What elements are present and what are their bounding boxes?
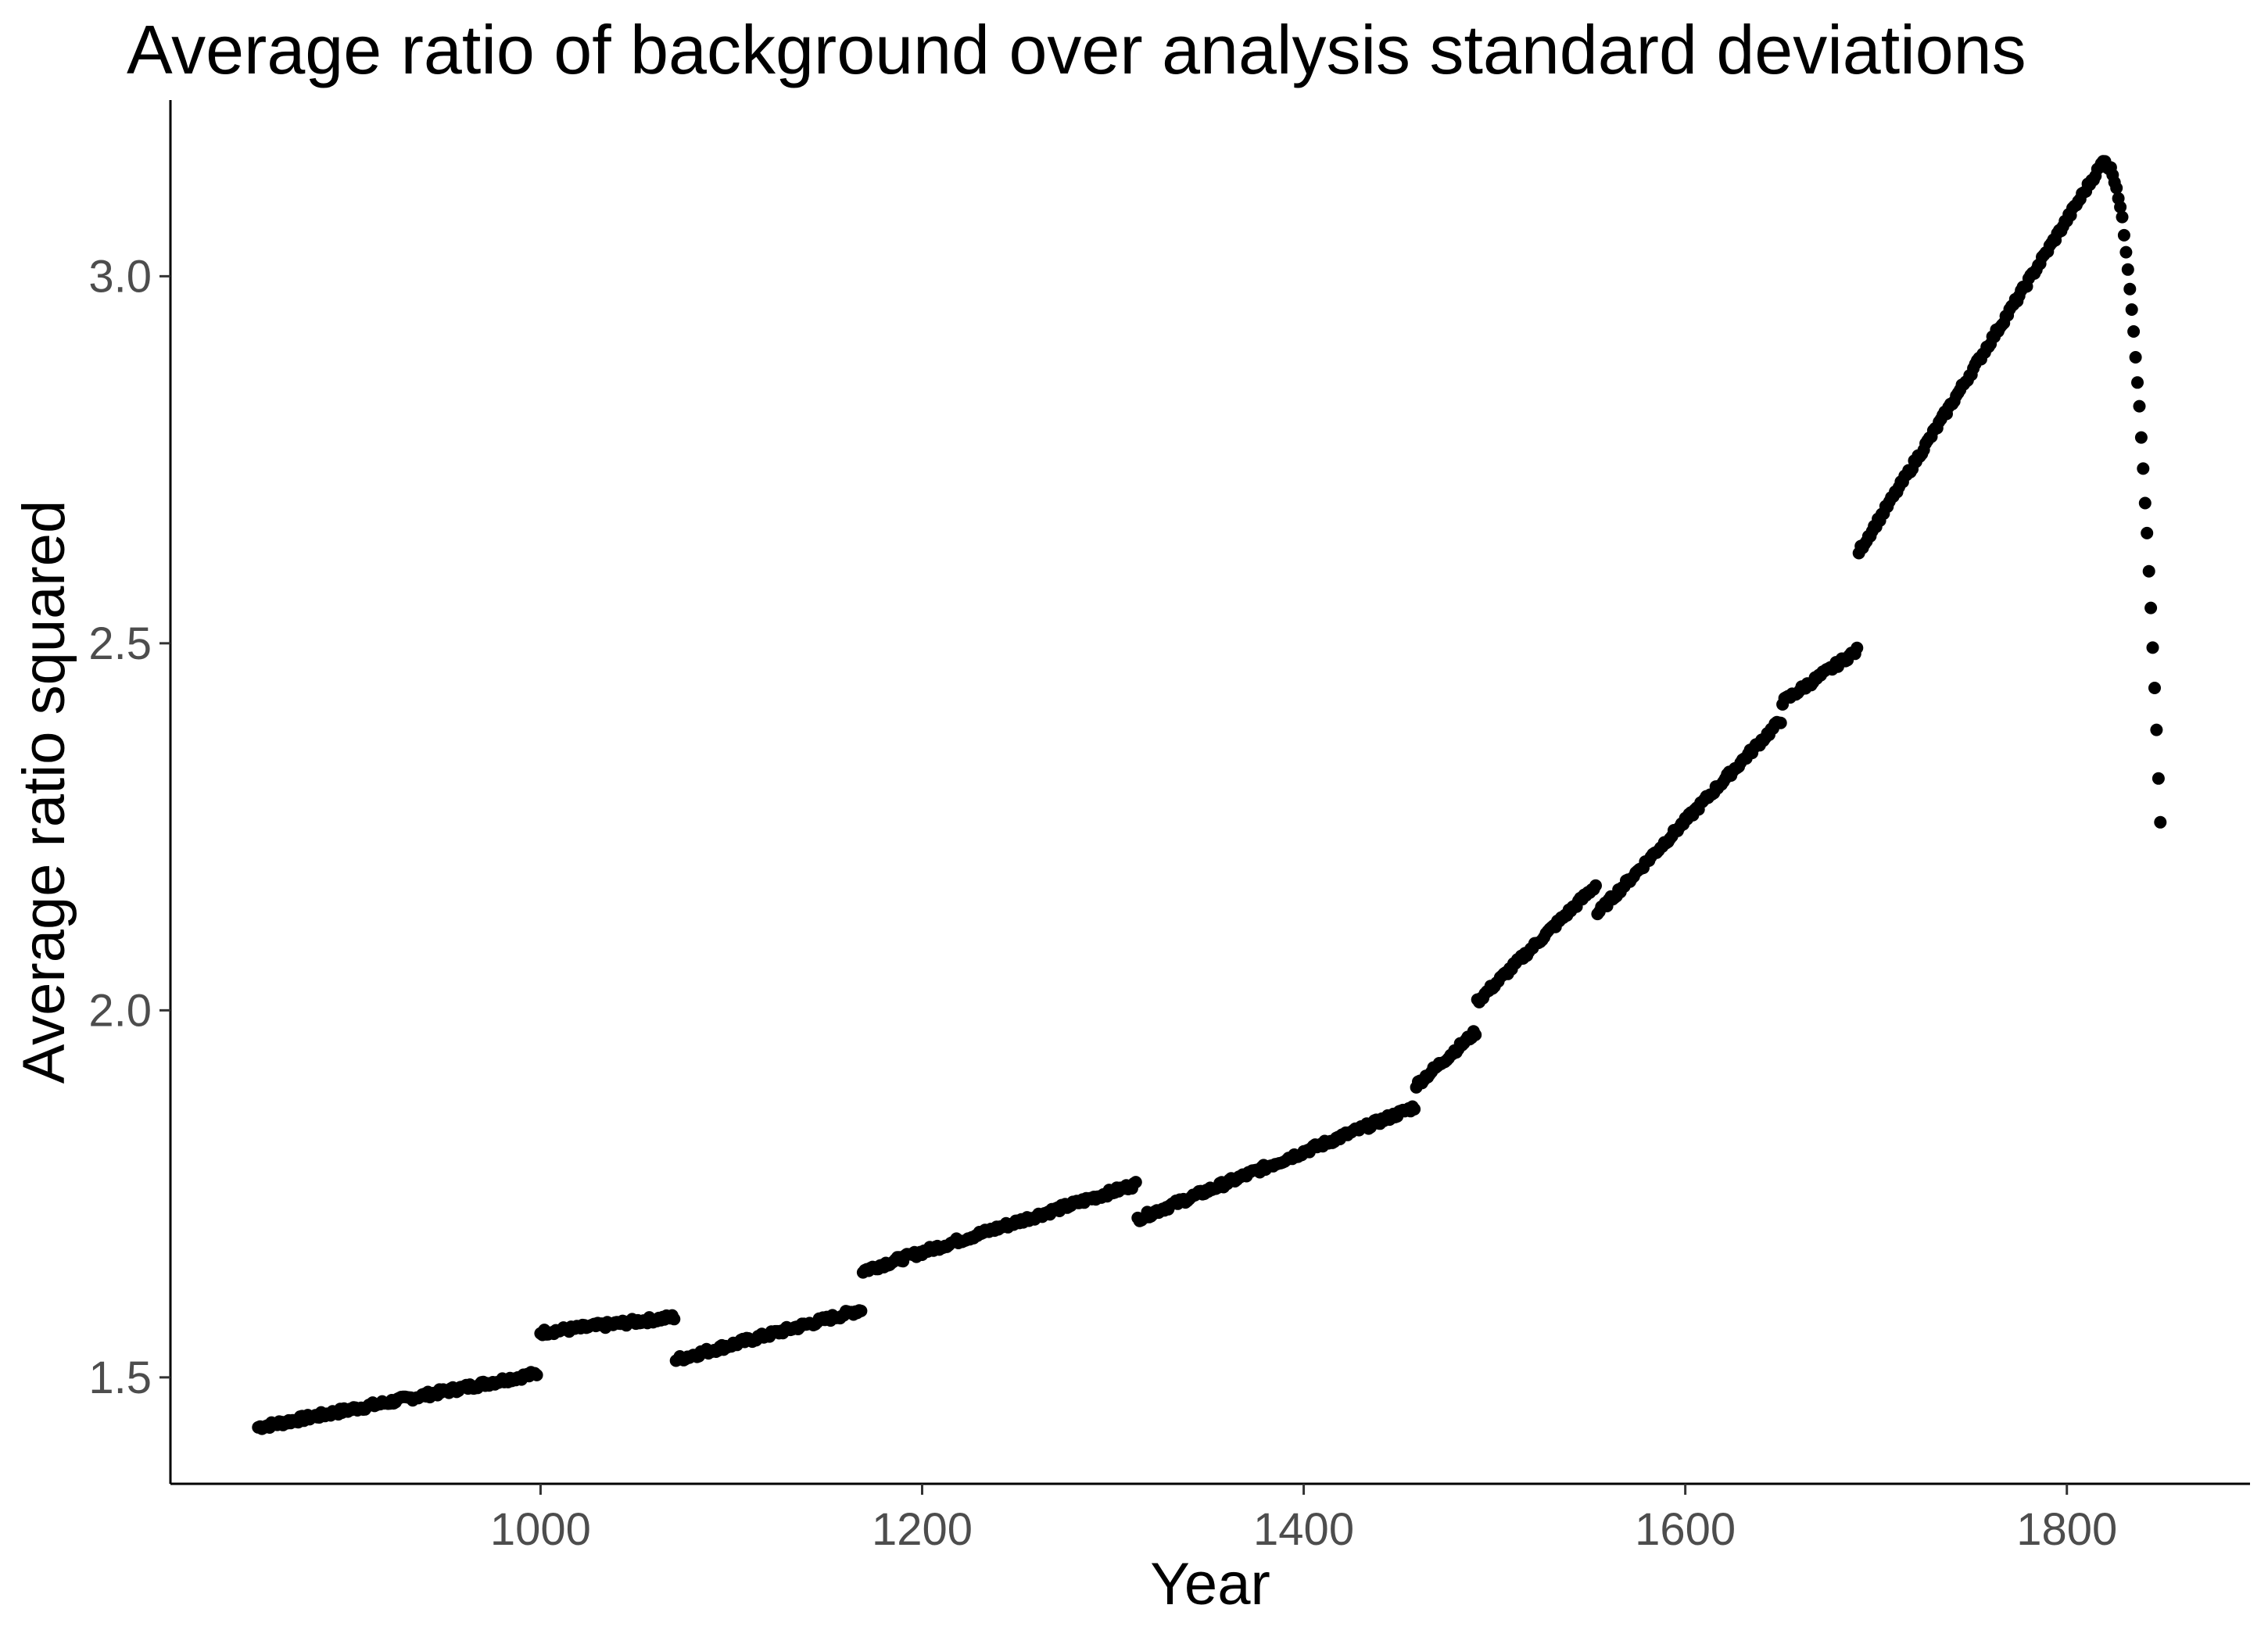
x-axis-title: Year bbox=[1150, 1551, 1270, 1617]
data-point bbox=[2144, 601, 2158, 614]
data-point bbox=[855, 1304, 868, 1317]
data-point bbox=[2141, 526, 2154, 539]
data-point bbox=[2119, 245, 2133, 259]
data-point bbox=[2121, 263, 2134, 276]
data-point bbox=[2131, 376, 2144, 389]
x-axis-ticks: 1000 1200 1400 1600 1800 bbox=[490, 1484, 2117, 1555]
data-point bbox=[2117, 228, 2130, 242]
y-tick-label: 3.0 bbox=[88, 251, 152, 302]
data-point bbox=[2125, 303, 2138, 316]
data-point bbox=[530, 1368, 543, 1381]
data-points bbox=[252, 155, 2167, 1435]
y-tick-label: 1.5 bbox=[88, 1352, 152, 1403]
data-point bbox=[2127, 325, 2141, 338]
x-tick-label: 1600 bbox=[1635, 1504, 1736, 1555]
data-point bbox=[668, 1313, 681, 1326]
data-point bbox=[1774, 716, 1787, 729]
x-tick-label: 1800 bbox=[2016, 1504, 2117, 1555]
data-point bbox=[2114, 200, 2127, 213]
data-point bbox=[2150, 723, 2163, 736]
data-point bbox=[2142, 564, 2155, 578]
data-point bbox=[1129, 1176, 1142, 1189]
y-tick-label: 2.5 bbox=[88, 618, 152, 669]
y-axis-title: Average ratio squared bbox=[11, 500, 77, 1084]
data-point bbox=[2116, 210, 2129, 224]
data-point bbox=[2154, 815, 2167, 829]
y-axis-ticks: 1.5 2.0 2.5 3.0 bbox=[88, 251, 170, 1403]
x-tick-label: 1200 bbox=[872, 1504, 973, 1555]
data-point bbox=[2134, 431, 2148, 444]
x-tick-label: 1000 bbox=[490, 1504, 591, 1555]
data-point bbox=[2137, 462, 2150, 475]
data-point bbox=[2146, 641, 2159, 654]
chart-title: Average ratio of background over analysi… bbox=[127, 11, 2026, 88]
data-point bbox=[2138, 496, 2152, 510]
data-point bbox=[1408, 1102, 1421, 1116]
y-tick-label: 2.0 bbox=[88, 985, 152, 1036]
data-point bbox=[2152, 772, 2165, 785]
data-point bbox=[1589, 879, 1602, 892]
x-tick-label: 1400 bbox=[1253, 1504, 1354, 1555]
data-point bbox=[2110, 181, 2123, 195]
data-point bbox=[1851, 641, 1864, 654]
data-point bbox=[1469, 1028, 1482, 1041]
data-point bbox=[2148, 682, 2161, 694]
data-point bbox=[2123, 282, 2137, 296]
data-point bbox=[2129, 351, 2142, 364]
data-point bbox=[2133, 399, 2146, 413]
